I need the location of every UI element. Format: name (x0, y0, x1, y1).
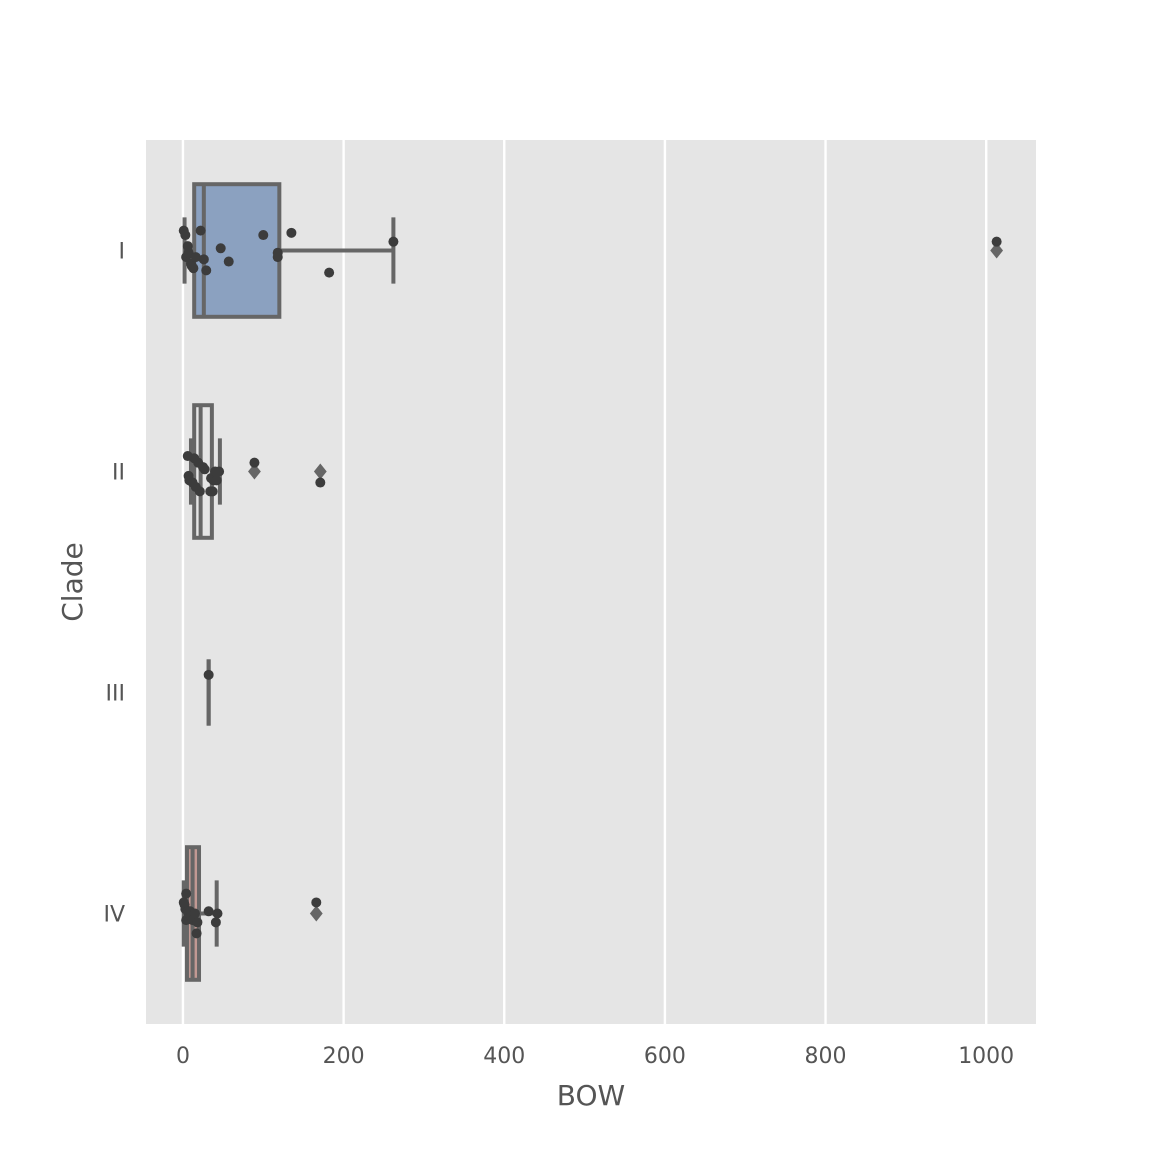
point-IV-13 (203, 906, 214, 917)
point-I-4 (183, 247, 194, 258)
point-IV-14 (210, 917, 221, 928)
iqr-box-I (192, 182, 282, 319)
point-I-12 (215, 243, 226, 254)
x-tick-label-200: 200 (323, 1044, 365, 1069)
x-tick-label-1000: 1000 (958, 1044, 1014, 1069)
point-I-1 (180, 230, 191, 241)
point-I-11 (201, 265, 212, 276)
x-tick-label-600: 600 (644, 1044, 686, 1069)
strip-points (178, 225, 1002, 939)
point-II-17 (249, 457, 260, 468)
x-tick-label-0: 0 (176, 1044, 190, 1069)
point-I-16 (272, 247, 283, 258)
point-II-12 (207, 486, 218, 497)
point-I-17 (286, 227, 297, 238)
point-I-19 (388, 236, 399, 247)
point-IV-15 (212, 908, 223, 919)
point-I-13 (223, 256, 234, 267)
point-IV-12 (192, 917, 203, 928)
x-tick-labels: 0 200 400 600 800 1000 (176, 1044, 1014, 1069)
point-I-14 (258, 230, 269, 241)
plot-background (146, 140, 1036, 1024)
x-tick-label-800: 800 (805, 1044, 847, 1069)
point-II-15 (211, 475, 222, 486)
outlier-II-0 (248, 463, 261, 480)
point-IV-10 (189, 908, 200, 919)
point-III-0 (203, 669, 214, 680)
point-I-9 (195, 225, 206, 236)
point-IV-16 (311, 897, 322, 908)
gridlines (181, 140, 988, 1024)
y-axis-label: Clade (56, 542, 89, 622)
point-IV-11 (191, 928, 202, 939)
point-I-10 (198, 254, 209, 265)
outlier-I-0 (990, 242, 1004, 259)
y-tick-label-III: III (106, 682, 125, 707)
outlier-IV-0 (309, 905, 323, 922)
point-II-18 (315, 477, 326, 488)
y-tick-label-I: I (119, 240, 126, 265)
point-I-18 (324, 267, 335, 278)
point-IV-3 (181, 888, 192, 899)
point-I-8 (190, 252, 201, 263)
point-I-20 (991, 236, 1002, 247)
point-II-7 (194, 486, 205, 497)
y-tick-label-II: II (112, 461, 125, 486)
y-tick-label-IV: IV (103, 903, 125, 928)
point-I-7 (188, 263, 199, 274)
point-II-16 (214, 466, 225, 477)
point-II-9 (199, 464, 210, 475)
x-axis-label: BOW (557, 1079, 625, 1112)
outlier-II-1 (313, 463, 327, 480)
x-tick-label-400: 400 (483, 1044, 525, 1069)
